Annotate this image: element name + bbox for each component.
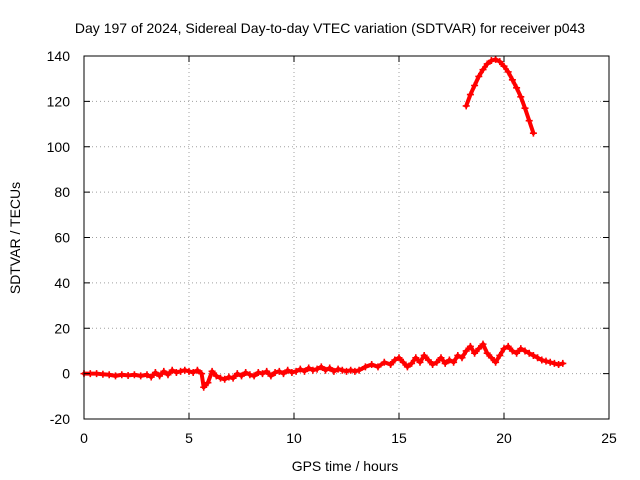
grid-lines xyxy=(84,56,609,419)
y-tick-label: 40 xyxy=(54,275,70,291)
y-tick-label: 60 xyxy=(54,230,70,246)
y-tick-label: 120 xyxy=(47,93,71,109)
y-tick-label: 100 xyxy=(47,139,71,155)
y-tick-label: 140 xyxy=(47,48,71,64)
x-tick-label: 20 xyxy=(496,430,512,446)
point-cluster xyxy=(523,106,532,123)
y-tick-label: -20 xyxy=(50,411,70,427)
y-tick-label: 20 xyxy=(54,320,70,336)
x-tick-label: 10 xyxy=(286,430,302,446)
y-tick-label: 80 xyxy=(54,184,70,200)
x-tick-label: 5 xyxy=(185,430,193,446)
point-cluster xyxy=(556,361,565,367)
y-tick-label: 0 xyxy=(62,366,70,382)
plot-frame xyxy=(83,55,610,420)
x-axis-label: GPS time / hours xyxy=(292,458,399,474)
x-tick-label: 25 xyxy=(601,430,617,446)
point-cluster xyxy=(527,118,536,136)
chart-title: Day 197 of 2024, Sidereal Day-to-day VTE… xyxy=(75,20,585,36)
x-tick-label: 15 xyxy=(391,430,407,446)
point-cluster xyxy=(464,92,473,108)
y-axis-label: SDTVAR / TECUs xyxy=(7,182,23,294)
x-tick-label: 0 xyxy=(80,430,88,446)
data-points xyxy=(80,55,567,391)
point-cluster xyxy=(518,94,527,111)
axis-ticks: 0 5 10 15 20 25 -20 0 20 40 60 80 100 120 140 xyxy=(47,48,617,446)
